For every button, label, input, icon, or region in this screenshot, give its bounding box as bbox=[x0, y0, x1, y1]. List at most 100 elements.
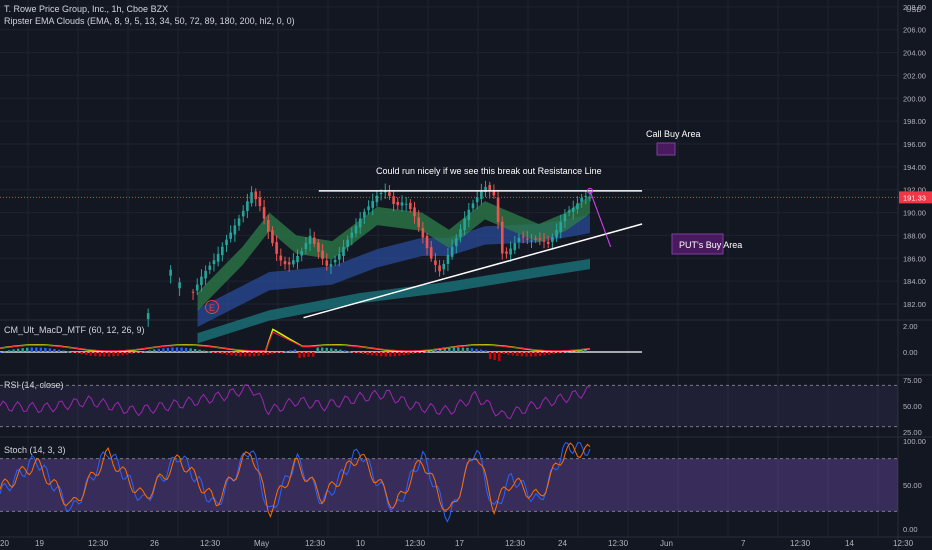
macd-histogram-bar bbox=[470, 348, 474, 352]
candle-body bbox=[534, 238, 537, 240]
macd-histogram-bar bbox=[316, 347, 319, 352]
macd-histogram-bar bbox=[30, 347, 33, 352]
candle-body bbox=[563, 214, 567, 222]
time-axis[interactable]: 20 19 12:30 26 12:30 May 12:30 10 12:30 17 12:30 24… bbox=[0, 539, 914, 548]
macd-histogram-bar bbox=[48, 348, 52, 352]
macd-histogram-bar bbox=[248, 352, 251, 357]
candle-body bbox=[350, 232, 354, 238]
candle-body bbox=[409, 202, 412, 210]
stoch-tick-label: 100.00 bbox=[903, 437, 926, 446]
macd-histogram-bar bbox=[334, 348, 338, 352]
macd-histogram-bar bbox=[452, 347, 456, 352]
macd-histogram-bar bbox=[511, 352, 515, 356]
macd-histogram-bar bbox=[398, 352, 401, 356]
macd-histogram-bar bbox=[221, 352, 224, 355]
macd-histogram-bar bbox=[80, 352, 83, 355]
macd-histogram-bar bbox=[243, 352, 247, 357]
ema-cloud-fast bbox=[197, 195, 590, 311]
candle-body bbox=[358, 218, 362, 228]
candle-body bbox=[480, 191, 483, 199]
stoch-legend[interactable]: Stoch (14, 3, 3) bbox=[4, 445, 66, 455]
candle-body bbox=[425, 235, 429, 249]
macd-legend[interactable]: CM_Ult_MacD_MTF (60, 12, 26, 9) bbox=[4, 325, 145, 335]
macd-histogram-bar bbox=[534, 352, 537, 357]
macd-histogram-bar bbox=[461, 347, 465, 352]
price-tick-label: 206.00 bbox=[903, 26, 926, 35]
stoch-tick-label: 50.00 bbox=[903, 481, 922, 490]
candle-body bbox=[454, 238, 458, 247]
time-tick-label: 24 bbox=[558, 539, 567, 548]
symbol-title[interactable]: T. Rowe Price Group, Inc., 1h, Cboe BZX bbox=[4, 4, 169, 14]
macd-histogram-bar bbox=[538, 352, 542, 357]
macd-histogram-bar bbox=[230, 352, 233, 356]
candle-body bbox=[375, 195, 379, 203]
rsi-legend[interactable]: RSI (14, close) bbox=[4, 380, 64, 390]
candle-body bbox=[208, 265, 212, 270]
candle-body bbox=[530, 240, 533, 242]
candle-body bbox=[496, 197, 500, 222]
macd-histogram-bar bbox=[148, 350, 151, 352]
macd-signal-line bbox=[0, 331, 591, 352]
candle-body bbox=[421, 228, 425, 238]
macd-histogram-bar bbox=[171, 347, 174, 352]
candle-body bbox=[204, 270, 207, 279]
macd-histogram-bar bbox=[284, 351, 288, 353]
macd-histogram-bar bbox=[144, 351, 147, 353]
candle-body bbox=[471, 203, 475, 209]
macd-histogram-bar bbox=[125, 352, 129, 355]
candle-body bbox=[404, 203, 408, 205]
candle-body bbox=[392, 196, 395, 204]
macd-histogram-bar bbox=[112, 352, 115, 357]
macd-histogram-bar bbox=[39, 347, 43, 352]
candle-body bbox=[584, 196, 588, 198]
macd-histogram-bar bbox=[348, 351, 351, 353]
time-tick-label: 17 bbox=[455, 539, 464, 548]
macd-histogram-bar bbox=[0, 352, 2, 353]
macd-histogram-bar bbox=[26, 347, 29, 352]
candle-body bbox=[371, 201, 375, 208]
macd-histogram-bar bbox=[321, 347, 324, 352]
macd-histogram-bar bbox=[98, 352, 102, 357]
candle-body bbox=[388, 192, 391, 197]
candle-body bbox=[505, 251, 508, 254]
macd-histogram-bar bbox=[130, 352, 133, 354]
price-tick-label: 190.00 bbox=[903, 209, 926, 218]
macd-histogram-bar bbox=[153, 349, 156, 352]
candle-body bbox=[517, 237, 521, 242]
macd-histogram-bar bbox=[225, 352, 229, 355]
macd-histogram-bar bbox=[216, 352, 220, 354]
candle-body bbox=[542, 240, 546, 242]
macd-histogram-bar bbox=[189, 348, 192, 352]
drawings: Could run nicely if we see this break ou… bbox=[0, 129, 898, 319]
ema-clouds-legend[interactable]: Ripster EMA Clouds (EMA, 8, 9, 5, 13, 34… bbox=[4, 16, 295, 26]
stoch-k-line bbox=[0, 442, 591, 523]
candle-body bbox=[246, 201, 249, 212]
candle-body bbox=[212, 260, 216, 264]
candle-body bbox=[283, 261, 287, 265]
macd-histogram-bar bbox=[566, 351, 569, 353]
candle-body bbox=[304, 242, 308, 250]
macd-histogram-bar bbox=[466, 347, 469, 352]
stoch-band bbox=[0, 458, 898, 512]
price-axis[interactable]: USD182.00184.00186.00188.00190.00192.001… bbox=[899, 3, 932, 534]
call-buy-label: Call Buy Area bbox=[646, 129, 701, 139]
macd-histogram-bar bbox=[35, 347, 38, 352]
macd-histogram-bar bbox=[561, 352, 564, 353]
macd-histogram-bar bbox=[443, 348, 446, 352]
macd-histogram-bar bbox=[516, 352, 519, 356]
support-trendline bbox=[303, 223, 643, 319]
candle-body bbox=[346, 239, 349, 247]
price-tick-label: 204.00 bbox=[903, 49, 926, 58]
candle-body bbox=[216, 253, 220, 262]
candle-body bbox=[275, 242, 278, 254]
resistance-annotation: Could run nicely if we see this break ou… bbox=[376, 166, 602, 176]
price-tick-label: 196.00 bbox=[903, 140, 926, 149]
price-tick-label: 186.00 bbox=[903, 254, 926, 263]
time-tick-label: 10 bbox=[356, 539, 365, 548]
candle-body bbox=[538, 238, 542, 240]
macd-histogram-bar bbox=[493, 352, 496, 360]
time-tick-label: 12:30 bbox=[608, 539, 629, 548]
candle-body bbox=[459, 229, 462, 237]
last-price-tag-label: 191.33 bbox=[903, 193, 926, 202]
